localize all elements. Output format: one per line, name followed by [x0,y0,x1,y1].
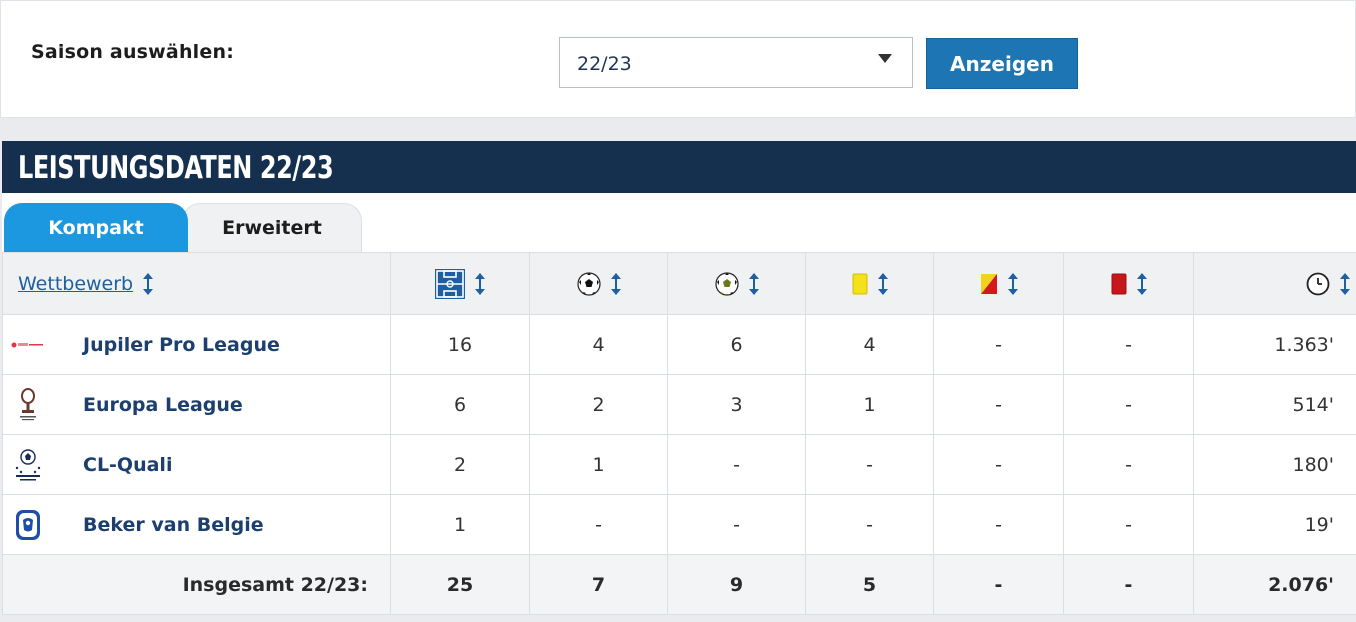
assists-value: - [667,494,806,555]
sort-icon[interactable] [610,272,621,295]
appearances-value: 2 [390,434,530,495]
tabs-bar: Erweitert Kompakt [2,193,1356,252]
competition-link[interactable]: Beker van Belgie [83,513,264,536]
europa-league-logo[interactable] [11,387,45,422]
yellow-cards-value: - [805,434,934,495]
competition-link[interactable]: CL-Quali [83,453,173,476]
minutes-value: 514' [1193,374,1356,435]
competition-cell: CL-Quali [2,434,391,495]
total-goals: 7 [529,554,668,615]
sort-icon[interactable] [1136,272,1147,295]
competition-sort-link[interactable]: Wettbewerb [18,272,134,295]
goals-value: 1 [529,434,668,495]
total-red-cards: - [1063,554,1194,615]
minutes-value: 180' [1193,434,1356,495]
red-cards-value: - [1063,314,1194,375]
season-dropdown-value: 22/23 [577,53,632,75]
minutes-value: 1.363' [1193,314,1356,375]
competition-link[interactable]: Europa League [83,393,243,416]
yellow-card-icon [852,273,867,294]
total-label: Insgesamt 22/23: [2,554,391,615]
goals-value: - [529,494,668,555]
red-cards-value: - [1063,434,1194,495]
minutes-value: 19' [1193,494,1356,555]
red-card-icon [1111,273,1126,294]
jupiler-pro-league-logo[interactable] [11,328,45,362]
goals-value: 2 [529,374,668,435]
yellow-red-cards-value: - [933,314,1064,375]
yellow-cards-value: - [805,494,934,555]
appearances-column-header[interactable] [390,252,530,315]
yellow-red-cards-value: - [933,374,1064,435]
competition-column-header[interactable]: Wettbewerb [2,252,391,315]
yellow-red-cards-column-header[interactable] [933,252,1064,315]
goals-value: 4 [529,314,668,375]
sort-icon[interactable] [1340,272,1350,295]
competition-cell: Jupiler Pro League [2,314,391,375]
champions-league-logo[interactable] [11,448,45,482]
belgian-cup-logo[interactable] [11,508,45,542]
total-minutes: 2.076' [1193,554,1356,615]
total-appearances: 25 [390,554,530,615]
total-yellow-red-cards: - [933,554,1064,615]
stats-table: Wettbewerb [2,252,1356,615]
tab-compact[interactable]: Kompakt [4,203,188,252]
assists-column-header[interactable] [667,252,806,315]
assists-value: 6 [667,314,806,375]
table-row: Jupiler Pro League 16 4 6 4 - - 1.363' [2,314,1356,375]
chevron-down-icon [878,54,892,63]
table-row: CL-Quali 2 1 - - - - 180' [2,434,1356,495]
table-row: Beker van Belgie 1 - - - - - 19' [2,494,1356,555]
clock-icon [1306,272,1330,295]
total-yellow-cards: 5 [805,554,934,615]
appearances-value: 1 [390,494,530,555]
sort-icon[interactable] [877,272,888,295]
sort-icon[interactable] [1007,272,1018,295]
red-cards-value: - [1063,494,1194,555]
panel-title: LEISTUNGSDATEN 22/23 [18,150,334,186]
yellow-red-card-icon [980,273,997,294]
assists-value: - [667,434,806,495]
season-selector-box: Saison auswählen: 22/23 Anzeigen [0,0,1356,118]
competition-cell: Europa League [2,374,391,435]
season-dropdown[interactable]: 22/23 [559,37,913,88]
sort-icon[interactable] [143,272,154,295]
red-cards-value: - [1063,374,1194,435]
appearances-value: 6 [390,374,530,435]
yellow-red-cards-value: - [933,494,1064,555]
yellow-cards-value: 4 [805,314,934,375]
assists-icon [714,271,739,296]
competition-link[interactable]: Jupiler Pro League [83,333,280,356]
goals-icon [576,271,601,296]
total-row: Insgesamt 22/23: 25 7 9 5 - - 2.076' [2,554,1356,615]
total-assists: 9 [667,554,806,615]
red-cards-column-header[interactable] [1063,252,1194,315]
sort-icon[interactable] [475,272,485,295]
table-header-row: Wettbewerb [2,252,1356,315]
panel-header: LEISTUNGSDATEN 22/23 [2,141,1356,193]
yellow-cards-value: 1 [805,374,934,435]
assists-value: 3 [667,374,806,435]
sort-icon[interactable] [748,272,759,295]
minutes-column-header[interactable] [1193,252,1356,315]
appearances-icon [435,268,465,299]
performance-panel: LEISTUNGSDATEN 22/23 Erweitert Kompakt W… [0,118,1356,622]
appearances-value: 16 [390,314,530,375]
competition-cell: Beker van Belgie [2,494,391,555]
yellow-red-cards-value: - [933,434,1064,495]
tab-extended[interactable]: Erweitert [182,203,362,252]
table-row: Europa League 6 2 3 1 - - 514' [2,374,1356,435]
yellow-cards-column-header[interactable] [805,252,934,315]
goals-column-header[interactable] [529,252,668,315]
season-label: Saison auswählen: [31,41,235,63]
show-button[interactable]: Anzeigen [926,38,1078,89]
